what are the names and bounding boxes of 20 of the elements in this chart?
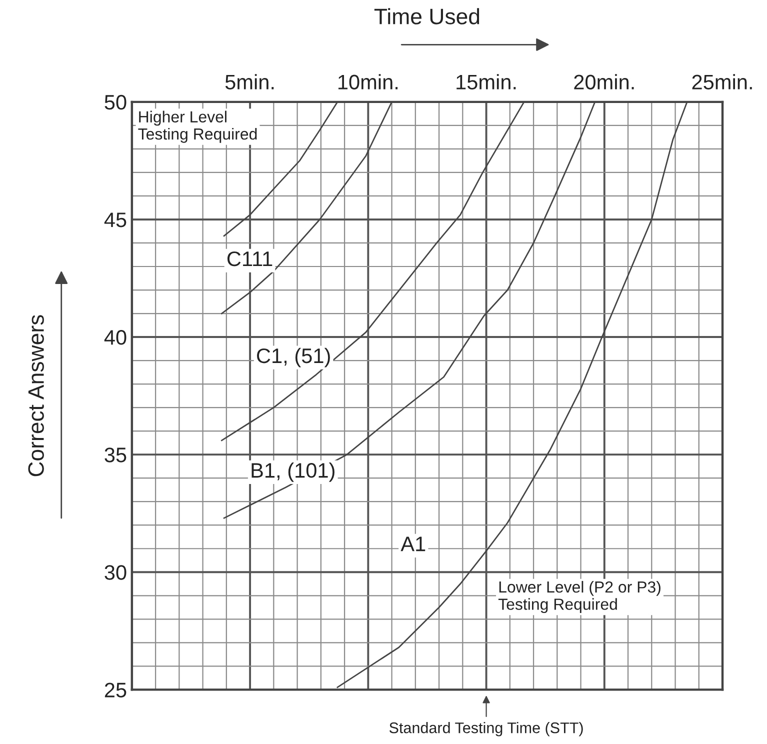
y-tick-label: 30 <box>104 565 126 580</box>
annotation: A1 <box>400 536 426 552</box>
x-tick-label: 25min. <box>692 74 752 90</box>
y-tick-label: 40 <box>104 330 126 345</box>
annotation: C1, (51) <box>257 348 330 368</box>
text: Standard Testing Time (STT) <box>389 722 583 736</box>
y-tick-label: 45 <box>104 212 126 228</box>
annotation: Lower Level (P2 or P3) Testing Required <box>498 580 660 614</box>
x-tick-label: 15min. <box>456 74 516 90</box>
x-tick-label: 10min. <box>338 74 398 90</box>
y-tick-label: 35 <box>104 448 126 462</box>
y-axis-title: Correct Answers <box>28 315 44 476</box>
annotation: Higher Level Testing Required <box>138 110 257 143</box>
annotation: B1, (101) <box>252 462 334 482</box>
y-tick-label: 25 <box>104 682 126 698</box>
y-tick-label: 50 <box>104 94 126 110</box>
x-tick-label: 20min. <box>574 74 634 90</box>
x-tick-label: 5min. <box>225 74 274 90</box>
x-axis-title: Time Used <box>374 8 480 24</box>
annotation: C111 <box>227 251 272 266</box>
